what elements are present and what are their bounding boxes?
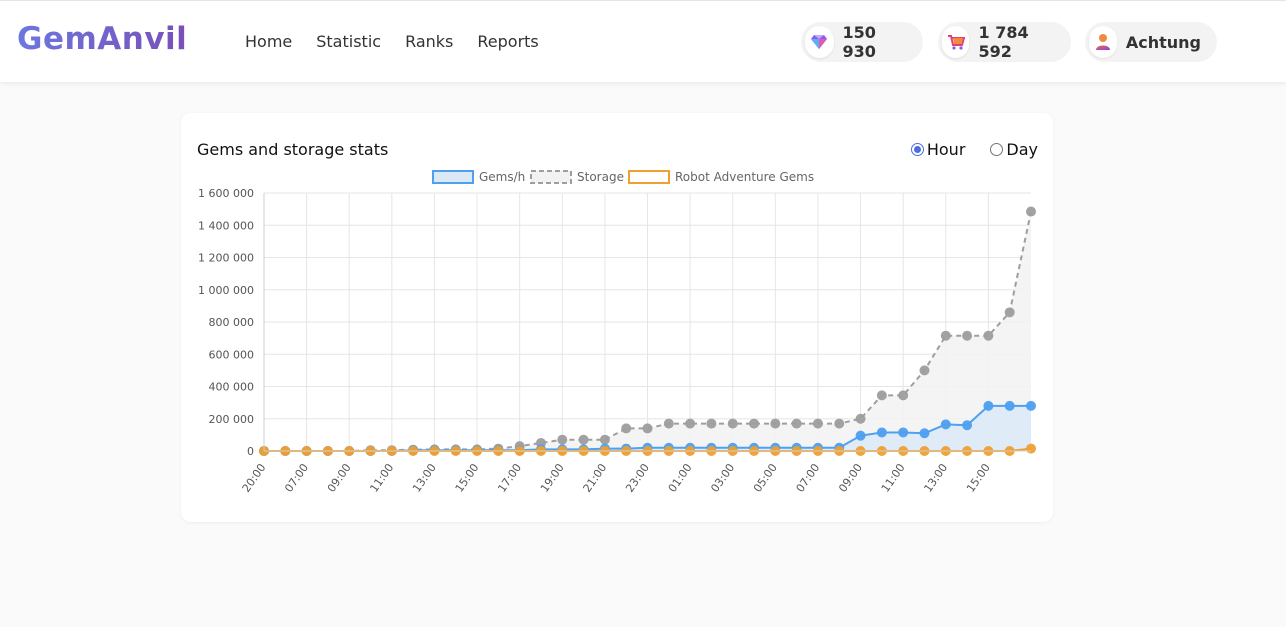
data-point <box>599 434 610 445</box>
y-tick-label: 400 000 <box>209 381 255 394</box>
y-tick-label: 0 <box>247 445 254 458</box>
x-tick-label: 15:00 <box>453 461 482 494</box>
data-point <box>578 434 589 445</box>
legend-swatch <box>432 170 474 184</box>
x-tick-label: 07:00 <box>794 461 823 494</box>
gems-balance[interactable]: 150 930 <box>801 22 923 62</box>
data-point <box>834 418 845 429</box>
x-tick-label: 11:00 <box>367 461 396 494</box>
x-tick-label: 03:00 <box>708 461 737 494</box>
data-point <box>855 430 866 441</box>
data-point <box>727 418 738 429</box>
storage-count: 1 784 592 <box>978 23 1029 61</box>
data-point <box>1026 400 1036 411</box>
diamond-icon <box>805 26 834 58</box>
legend-label: Storage <box>577 170 624 184</box>
y-tick-label: 600 000 <box>209 348 255 361</box>
main-nav: Home Statistic Ranks Reports <box>245 32 539 51</box>
radio-day-label: Day <box>1006 140 1038 159</box>
data-point <box>983 400 994 411</box>
data-point <box>1026 443 1036 454</box>
data-point <box>1004 400 1015 411</box>
data-point <box>621 423 632 434</box>
gems-count: 150 930 <box>842 23 876 61</box>
data-point <box>898 390 909 401</box>
x-tick-label: 13:00 <box>410 461 439 494</box>
nav-ranks[interactable]: Ranks <box>405 32 454 51</box>
data-point <box>1026 206 1036 217</box>
card-title: Gems and storage stats <box>197 140 389 159</box>
stats-chart: 1 600 000 1 400 000 1 200 000 1 000 000 800 … <box>198 170 1036 495</box>
nav-home[interactable]: Home <box>245 32 293 51</box>
series-area <box>264 405 1031 451</box>
legend-label: Robot Adventure Gems <box>675 170 814 184</box>
data-point <box>962 330 973 341</box>
radio-hour-circle[interactable] <box>910 143 924 156</box>
data-point <box>983 330 994 341</box>
data-point <box>855 413 866 424</box>
y-tick-label: 200 000 <box>209 413 255 426</box>
x-tick-label: 13:00 <box>921 461 950 494</box>
user-icon <box>1089 26 1117 58</box>
data-point <box>642 423 653 434</box>
data-point <box>791 418 802 429</box>
data-point <box>898 427 909 438</box>
radio-hour-label: Hour <box>926 140 966 159</box>
radio-day[interactable]: Day <box>990 140 1038 159</box>
top-navbar: GemAnvil Home Statistic Ranks Reports 15… <box>0 0 1286 82</box>
radio-day-circle[interactable] <box>990 143 1004 156</box>
data-point <box>919 428 930 439</box>
data-point <box>663 418 674 429</box>
user-menu[interactable]: Achtung <box>1085 22 1217 62</box>
data-point <box>557 434 568 445</box>
cart-icon <box>942 26 970 58</box>
period-selector: Hour Day <box>910 140 1038 159</box>
data-point <box>940 330 951 341</box>
legend-swatch <box>530 170 572 184</box>
radio-hour[interactable]: Hour <box>910 140 966 159</box>
nav-statistic[interactable]: Statistic <box>316 32 382 51</box>
y-tick-label: 1 000 000 <box>198 284 254 297</box>
x-tick-label: 11:00 <box>879 461 908 494</box>
storage-balance[interactable]: 1 784 592 <box>938 22 1071 62</box>
legend-label: Gems/h <box>479 170 525 184</box>
x-tick-label: 23:00 <box>623 461 652 494</box>
x-tick-label: 07:00 <box>282 461 311 494</box>
data-point <box>876 427 887 438</box>
data-point <box>1004 307 1015 318</box>
y-tick-label: 800 000 <box>209 316 255 329</box>
nav-reports[interactable]: Reports <box>477 32 539 51</box>
y-tick-label: 1 400 000 <box>198 219 254 232</box>
data-point <box>962 420 973 431</box>
x-tick-label: 21:00 <box>581 461 610 494</box>
data-point <box>706 418 717 429</box>
data-point <box>919 365 930 376</box>
x-tick-label: 19:00 <box>538 461 567 494</box>
x-tick-label: 09:00 <box>836 461 865 494</box>
logo[interactable]: GemAnvil <box>17 21 188 57</box>
x-tick-label: 17:00 <box>495 461 524 494</box>
username: Achtung <box>1125 32 1201 52</box>
x-tick-label: 20:00 <box>240 461 269 494</box>
x-tick-label: 01:00 <box>666 461 695 494</box>
y-tick-label: 1 200 000 <box>198 252 254 265</box>
x-tick-label: 15:00 <box>964 461 993 494</box>
legend-swatch <box>628 170 670 184</box>
data-point <box>685 418 696 429</box>
data-point <box>812 418 823 429</box>
data-point <box>940 419 951 430</box>
x-tick-label: 09:00 <box>325 461 354 494</box>
data-point <box>749 418 760 429</box>
x-tick-label: 05:00 <box>751 461 780 494</box>
data-point <box>876 390 887 401</box>
stats-card: Gems and storage stats Hour Day 1 600 00… <box>181 113 1053 522</box>
y-tick-label: 1 600 000 <box>198 187 254 200</box>
data-point <box>770 418 781 429</box>
